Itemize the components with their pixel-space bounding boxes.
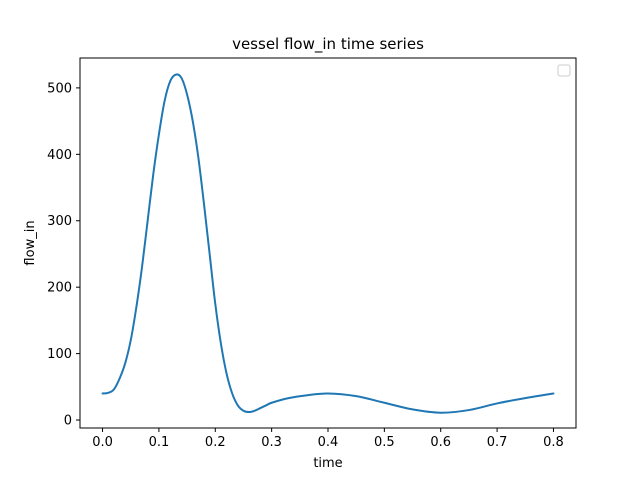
legend-box — [557, 64, 571, 77]
plot-frame — [79, 57, 577, 429]
x-tick-label: 0.7 — [487, 435, 508, 450]
y-tick-label: 300 — [47, 214, 72, 229]
y-tick-label: 500 — [47, 81, 72, 96]
x-tick-label: 0.5 — [374, 435, 395, 450]
x-tick-label: 0.4 — [318, 435, 339, 450]
x-tick-label: 0.2 — [205, 435, 226, 450]
y-tick-label: 200 — [47, 281, 72, 296]
chart-title: vessel flow_in time series — [232, 35, 424, 54]
series-line — [101, 73, 555, 414]
y-axis-ticks: 0 100 200 300 400 500 — [47, 81, 80, 429]
plot-area — [80, 58, 576, 428]
y-tick-label: 400 — [47, 148, 72, 163]
x-tick-label: 0.3 — [261, 435, 282, 450]
x-axis-ticks: 0.0 0.1 0.2 0.3 0.4 0.5 0.6 0.7 0.8 — [92, 428, 564, 450]
y-tick-label: 0 — [64, 414, 72, 429]
x-tick-label: 0.1 — [149, 435, 170, 450]
x-tick-label: 0.8 — [543, 435, 564, 450]
x-tick-label: 0.0 — [92, 435, 113, 450]
y-tick-label: 100 — [47, 347, 72, 362]
x-tick-label: 0.6 — [430, 435, 451, 450]
x-axis-label: time — [313, 456, 342, 471]
y-axis-label: flow_in — [23, 220, 38, 265]
